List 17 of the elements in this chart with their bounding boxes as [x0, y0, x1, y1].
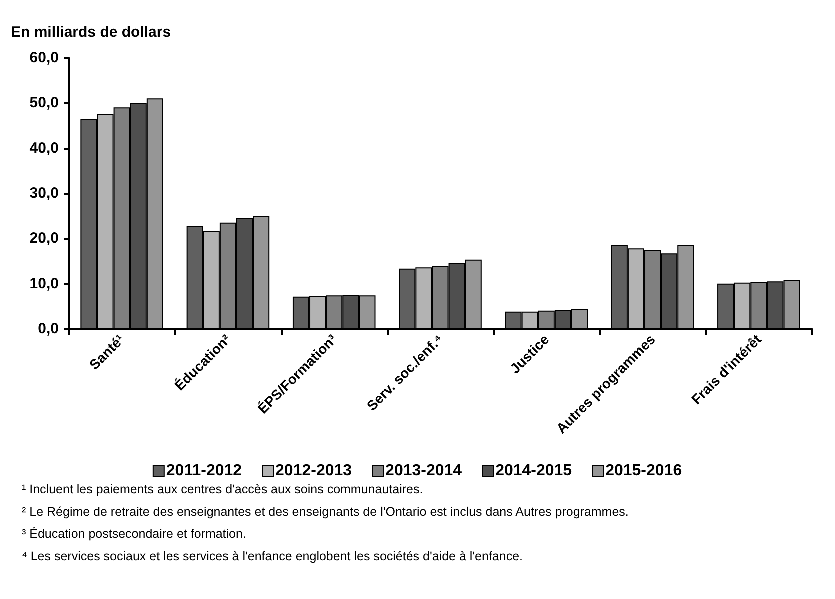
y-tick-label: 50,0 — [30, 94, 59, 112]
y-tick-label: 60,0 — [30, 50, 59, 66]
text: ³ Éducation postsecondaire et formation. — [22, 527, 246, 542]
y-tick-label: 10,0 — [30, 275, 59, 292]
y-axis-title: En milliards de dollars — [11, 24, 172, 41]
text: ⁴ Les services sociaux et les services à l'enfance englobent les sociétés d'aide à l'enfance. — [22, 549, 524, 564]
legend-label: 2014-2015 — [496, 462, 572, 480]
legend-label: 2012-2013 — [276, 462, 352, 480]
text: ² Le Régime de retraite des enseignantes et des enseignants de l'Ontario est inclus dans Autres programmes. — [22, 504, 629, 519]
legend-label: 2013-2014 — [386, 462, 462, 480]
text: ¹ Incluent les paiements aux centres d'accès aux soins communautaires. — [22, 482, 424, 496]
y-tick-label: 30,0 — [30, 185, 59, 202]
y-tick-label: 0,0 — [38, 320, 59, 338]
y-tick-label: 20,0 — [30, 230, 59, 248]
legend-label: 2015-2016 — [606, 462, 682, 480]
y-tick-label: 40,0 — [30, 140, 59, 157]
legend-label: 2011-2012 — [166, 462, 242, 480]
